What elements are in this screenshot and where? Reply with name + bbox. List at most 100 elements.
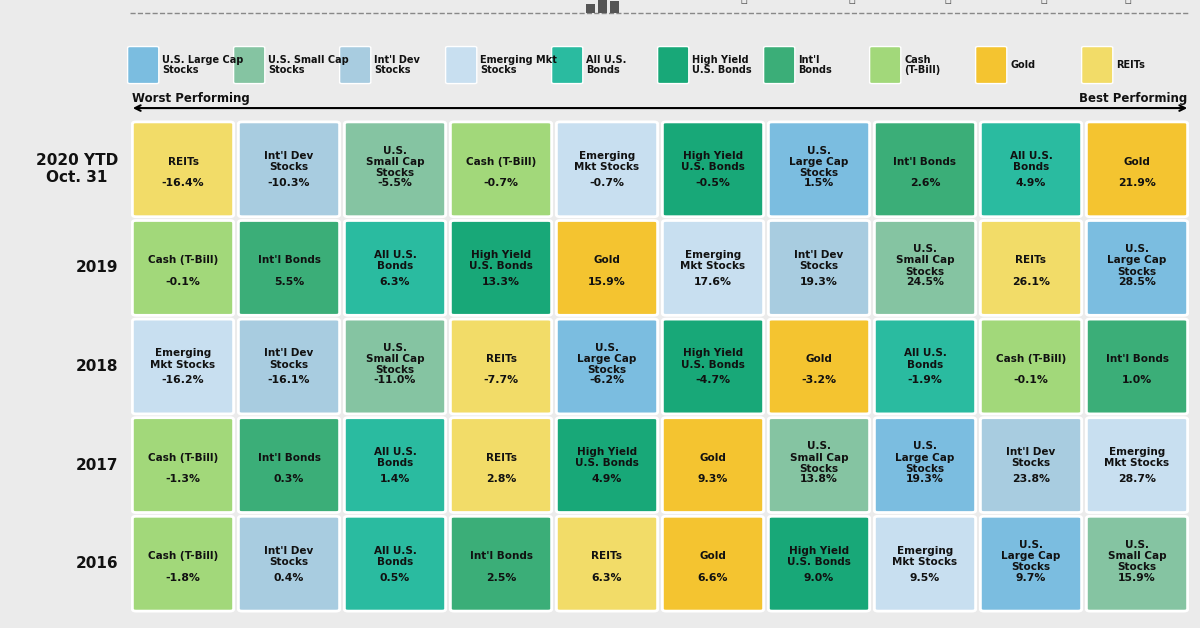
- FancyBboxPatch shape: [132, 122, 234, 217]
- FancyBboxPatch shape: [1086, 418, 1188, 512]
- FancyBboxPatch shape: [976, 46, 1007, 84]
- FancyBboxPatch shape: [662, 516, 763, 611]
- Text: 2.5%: 2.5%: [486, 573, 516, 583]
- FancyBboxPatch shape: [557, 516, 658, 611]
- FancyBboxPatch shape: [344, 220, 445, 315]
- Text: 17.6%: 17.6%: [694, 277, 732, 287]
- Text: 15.9%: 15.9%: [1118, 573, 1156, 583]
- Text: All U.S.
Bonds: All U.S. Bonds: [904, 349, 947, 369]
- Text: All U.S.
Bonds: All U.S. Bonds: [373, 250, 416, 271]
- FancyBboxPatch shape: [239, 418, 340, 512]
- Text: U.S.
Large Cap
Stocks: U.S. Large Cap Stocks: [790, 146, 848, 178]
- Text: Int'l Bonds: Int'l Bonds: [469, 551, 533, 561]
- Text: U.S. Small Cap
Stocks: U.S. Small Cap Stocks: [269, 55, 349, 75]
- Text: U.S.
Small Cap
Stocks: U.S. Small Cap Stocks: [366, 343, 425, 375]
- Text: 9.3%: 9.3%: [698, 474, 728, 484]
- FancyBboxPatch shape: [132, 220, 234, 315]
- Text: ⬜: ⬜: [848, 0, 856, 4]
- FancyBboxPatch shape: [239, 319, 340, 414]
- Text: -11.0%: -11.0%: [374, 376, 416, 386]
- Text: Gold: Gold: [700, 453, 726, 463]
- FancyBboxPatch shape: [763, 46, 794, 84]
- Text: High Yield
U.S. Bonds: High Yield U.S. Bonds: [787, 546, 851, 566]
- Text: 2016: 2016: [76, 556, 118, 571]
- Text: Cash (T-Bill): Cash (T-Bill): [148, 551, 218, 561]
- FancyBboxPatch shape: [239, 516, 340, 611]
- Text: 2.6%: 2.6%: [910, 178, 941, 188]
- FancyBboxPatch shape: [557, 418, 658, 512]
- Text: High Yield
U.S. Bonds: High Yield U.S. Bonds: [682, 349, 745, 369]
- Text: 2020 YTD
Oct. 31: 2020 YTD Oct. 31: [36, 153, 118, 185]
- Text: U.S.
Large Cap
Stocks: U.S. Large Cap Stocks: [895, 441, 955, 474]
- Text: ⬜: ⬜: [944, 0, 952, 4]
- FancyBboxPatch shape: [132, 516, 234, 611]
- Text: 2019: 2019: [76, 261, 118, 276]
- Text: All U.S.
Bonds: All U.S. Bonds: [587, 55, 626, 75]
- Text: 9.0%: 9.0%: [804, 573, 834, 583]
- Text: ⬜: ⬜: [1124, 0, 1132, 4]
- Text: -0.7%: -0.7%: [589, 178, 624, 188]
- Text: -7.7%: -7.7%: [484, 376, 518, 386]
- Text: Cash (T-Bill): Cash (T-Bill): [148, 256, 218, 266]
- Text: Emerging
Mkt Stocks: Emerging Mkt Stocks: [1104, 447, 1170, 468]
- Text: Int'l Bonds: Int'l Bonds: [258, 256, 320, 266]
- Text: Best Performing: Best Performing: [1079, 92, 1188, 105]
- Text: U.S.
Small Cap
Stocks: U.S. Small Cap Stocks: [1108, 540, 1166, 572]
- Text: Gold: Gold: [1123, 157, 1151, 167]
- FancyBboxPatch shape: [875, 319, 976, 414]
- Text: 26.1%: 26.1%: [1012, 277, 1050, 287]
- FancyBboxPatch shape: [450, 418, 552, 512]
- Text: ⬜: ⬜: [740, 0, 748, 4]
- Text: REITs: REITs: [1015, 256, 1046, 266]
- Text: 4.9%: 4.9%: [592, 474, 622, 484]
- Text: -0.7%: -0.7%: [484, 178, 518, 188]
- Text: REITs: REITs: [592, 551, 623, 561]
- Text: 4.9%: 4.9%: [1016, 178, 1046, 188]
- FancyBboxPatch shape: [557, 122, 658, 217]
- Text: Emerging
Mkt Stocks: Emerging Mkt Stocks: [893, 546, 958, 566]
- FancyBboxPatch shape: [980, 220, 1081, 315]
- FancyBboxPatch shape: [344, 516, 445, 611]
- Text: Worst Performing: Worst Performing: [132, 92, 250, 105]
- Text: -16.2%: -16.2%: [162, 376, 204, 386]
- Text: 6.6%: 6.6%: [697, 573, 728, 583]
- Text: Int'l Bonds: Int'l Bonds: [258, 453, 320, 463]
- FancyBboxPatch shape: [450, 220, 552, 315]
- Text: 5.5%: 5.5%: [274, 277, 304, 287]
- Text: Int'l Dev
Stocks: Int'l Dev Stocks: [264, 151, 313, 172]
- Text: 6.3%: 6.3%: [592, 573, 623, 583]
- FancyBboxPatch shape: [557, 220, 658, 315]
- Text: High Yield
U.S. Bonds: High Yield U.S. Bonds: [692, 55, 752, 75]
- FancyBboxPatch shape: [239, 220, 340, 315]
- Text: Gold: Gold: [1010, 60, 1036, 70]
- Text: Int'l Bonds: Int'l Bonds: [1105, 354, 1169, 364]
- Text: -6.2%: -6.2%: [589, 376, 624, 386]
- Text: 13.8%: 13.8%: [800, 474, 838, 484]
- FancyBboxPatch shape: [445, 46, 476, 84]
- Text: 21.9%: 21.9%: [1118, 178, 1156, 188]
- Text: Int'l Dev
Stocks: Int'l Dev Stocks: [374, 55, 420, 75]
- Text: 6.3%: 6.3%: [379, 277, 410, 287]
- Text: Cash (T-Bill): Cash (T-Bill): [466, 157, 536, 167]
- Text: U.S.
Large Cap
Stocks: U.S. Large Cap Stocks: [1001, 540, 1061, 572]
- FancyBboxPatch shape: [980, 418, 1081, 512]
- FancyBboxPatch shape: [875, 418, 976, 512]
- Text: -16.1%: -16.1%: [268, 376, 311, 386]
- FancyBboxPatch shape: [1081, 46, 1112, 84]
- Text: 0.5%: 0.5%: [380, 573, 410, 583]
- Text: 2018: 2018: [76, 359, 118, 374]
- Text: Emerging
Mkt Stocks: Emerging Mkt Stocks: [575, 151, 640, 172]
- Text: Emerging
Mkt Stocks: Emerging Mkt Stocks: [150, 349, 216, 369]
- FancyBboxPatch shape: [450, 122, 552, 217]
- Text: Cash (T-Bill): Cash (T-Bill): [996, 354, 1066, 364]
- FancyBboxPatch shape: [234, 46, 265, 84]
- FancyBboxPatch shape: [557, 319, 658, 414]
- Text: -3.2%: -3.2%: [802, 376, 836, 386]
- Text: 2.8%: 2.8%: [486, 474, 516, 484]
- Text: High Yield
U.S. Bonds: High Yield U.S. Bonds: [469, 250, 533, 271]
- FancyBboxPatch shape: [1086, 122, 1188, 217]
- FancyBboxPatch shape: [344, 122, 445, 217]
- FancyBboxPatch shape: [875, 220, 976, 315]
- Text: 1.0%: 1.0%: [1122, 376, 1152, 386]
- Text: U.S.
Large Cap
Stocks: U.S. Large Cap Stocks: [1108, 244, 1166, 276]
